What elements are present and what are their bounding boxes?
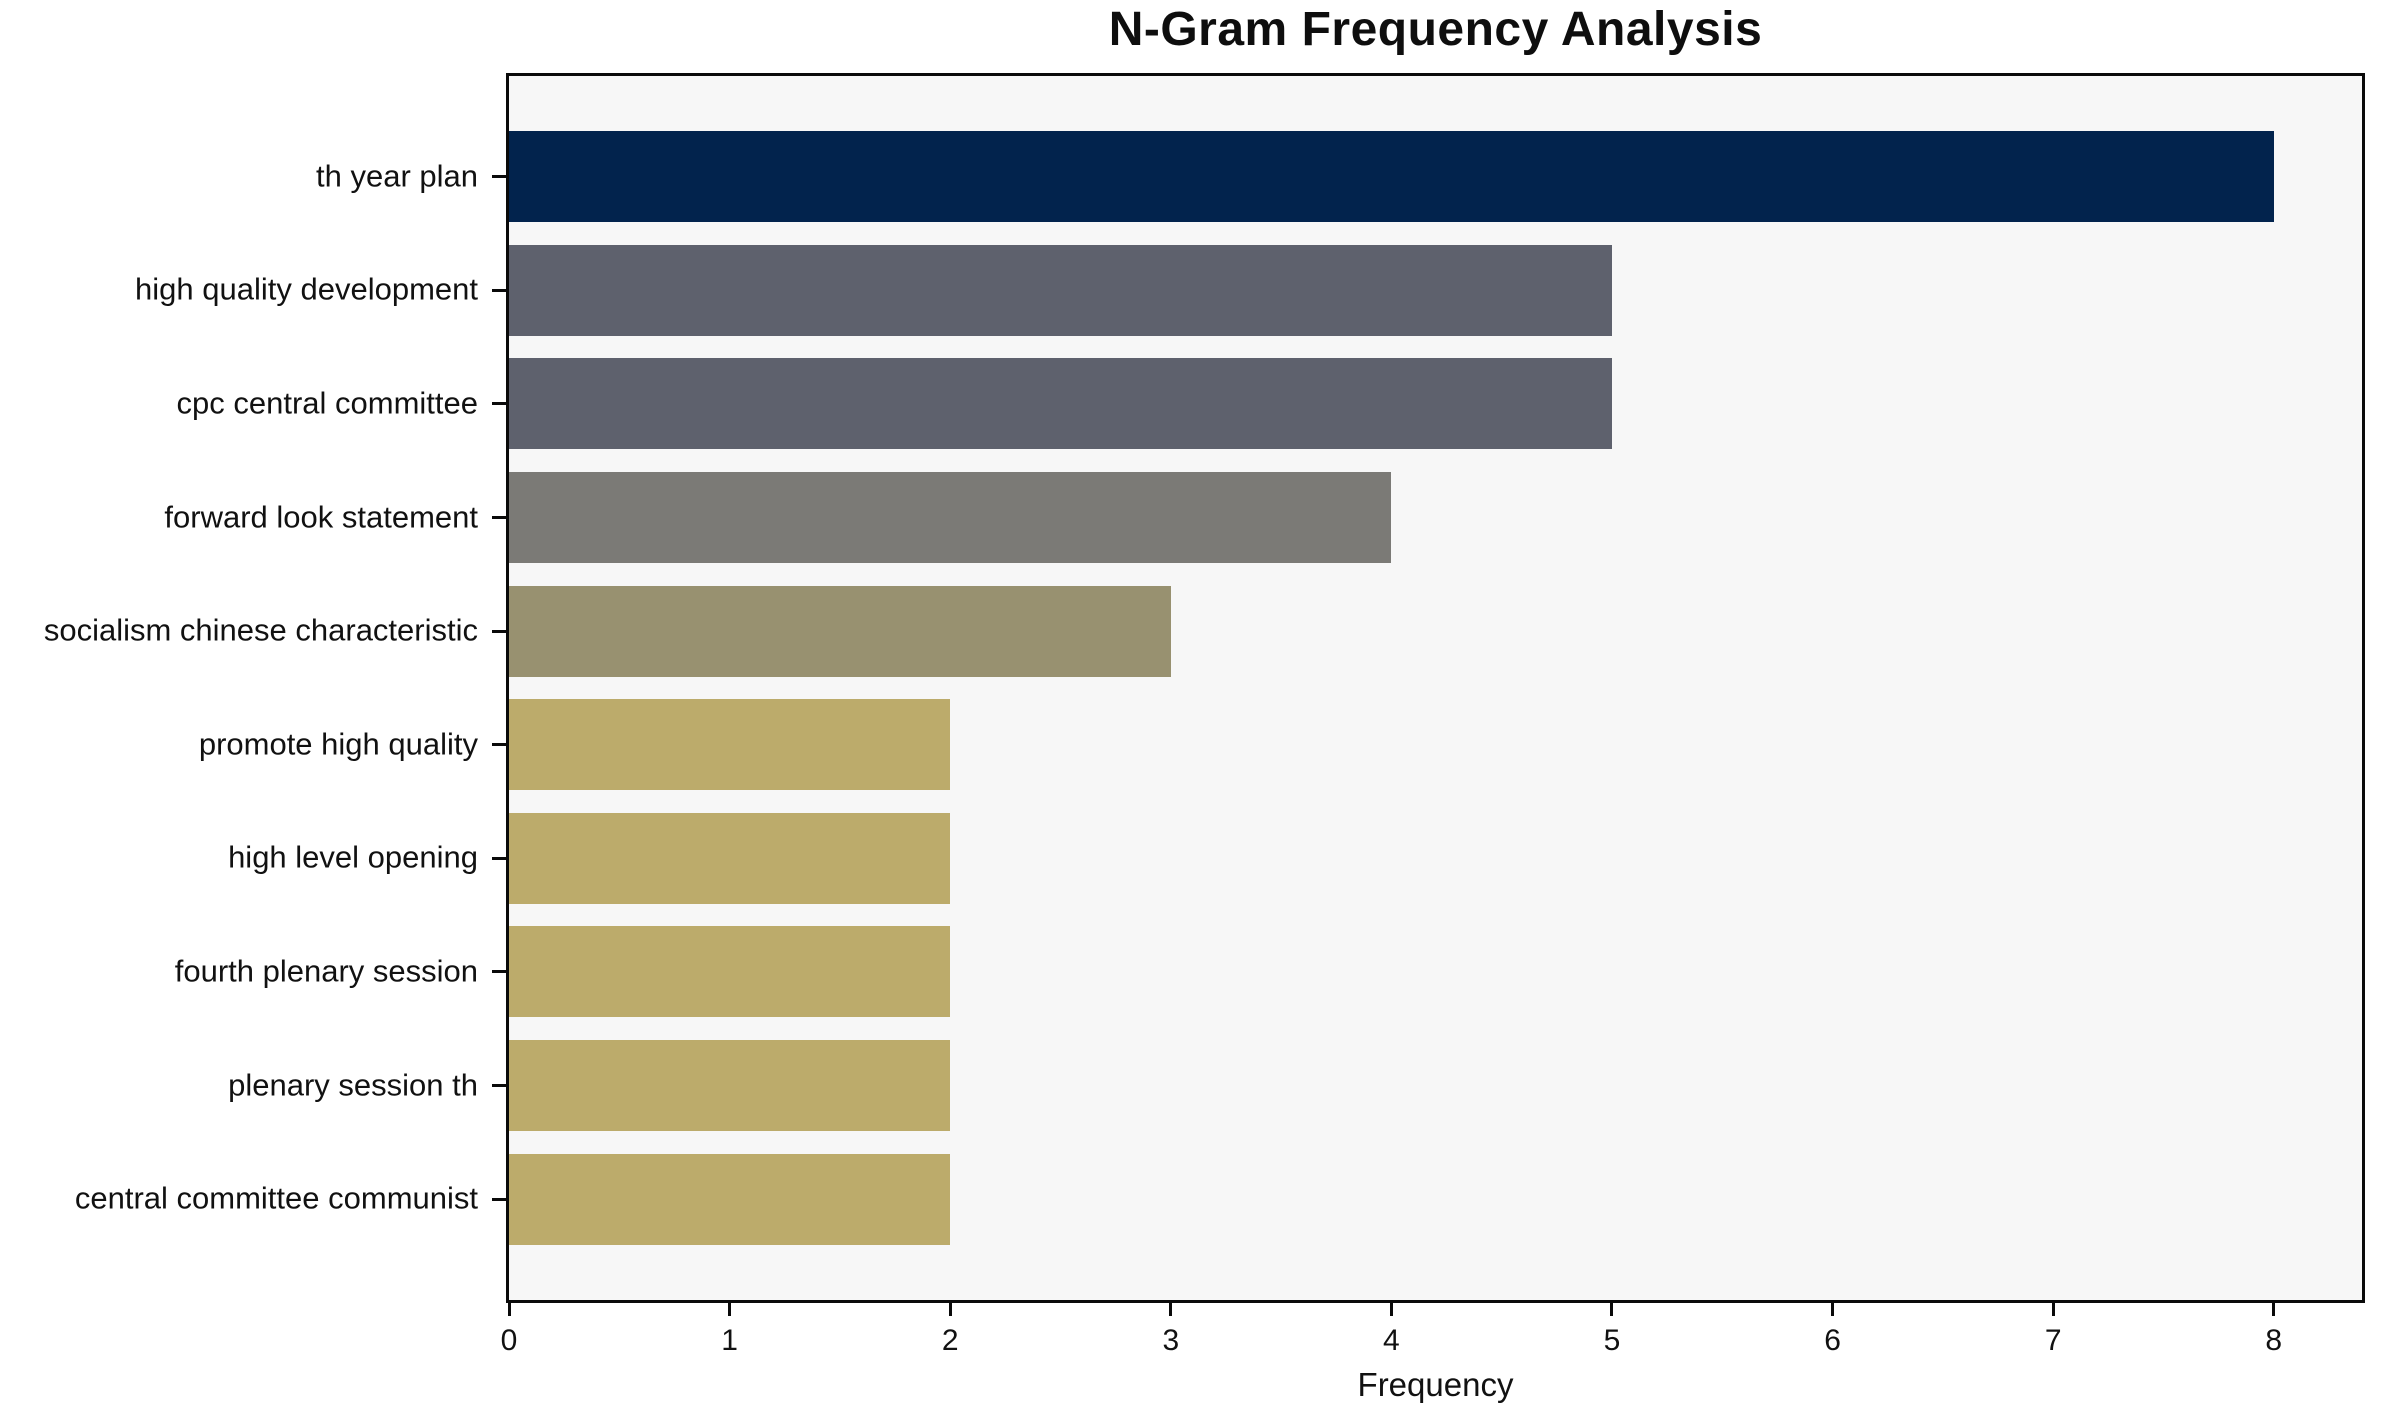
x-axis-title: Frequency (1357, 1366, 1514, 1403)
x-tick-mark (2051, 1303, 2055, 1316)
x-tick-label: 5 (1603, 1324, 1621, 1357)
category-label: high level opening (228, 839, 478, 875)
y-tick-mark (492, 1084, 506, 1088)
category-label: plenary session th (228, 1066, 478, 1102)
x-tick-mark (1389, 1303, 1393, 1316)
bar-row: socialism chinese characteristic (44, 574, 2362, 688)
x-tick-mark (2272, 1303, 2276, 1316)
bar-row: forward look statement (164, 461, 2362, 575)
x-tick-label: 6 (1824, 1324, 1841, 1357)
bars-area: th year plan high quality development cpc … (44, 76, 2362, 1300)
x-tick-label: 3 (1162, 1324, 1180, 1357)
x-tick-label: 8 (2265, 1324, 2283, 1357)
frequency-bar (509, 699, 951, 791)
y-tick-mark (492, 175, 506, 179)
bar-row: high level opening (228, 802, 2362, 916)
frequency-bar (509, 812, 951, 904)
y-tick-mark (492, 516, 506, 520)
y-tick-mark (492, 1197, 506, 1201)
x-tick-label: 0 (500, 1324, 518, 1357)
frequency-bar (509, 131, 2274, 223)
y-tick-mark (492, 629, 506, 633)
frequency-bar (509, 1153, 951, 1245)
frequency-bar (509, 472, 1392, 564)
bar-row: fourth plenary session (175, 915, 2362, 1029)
x-tick-mark (507, 1303, 511, 1316)
plot-area: th year plan high quality development cpc … (44, 73, 2365, 1403)
bar-row: th year plan (316, 120, 2362, 234)
frequency-bar (509, 244, 1612, 336)
x-tick-label: 2 (941, 1324, 959, 1357)
y-tick-mark (492, 970, 506, 974)
category-label: fourth plenary session (174, 953, 478, 989)
chart-title: N-Gram Frequency Analysis (1108, 3, 1763, 56)
frequency-bar (509, 358, 1612, 450)
category-label: high quality development (135, 271, 478, 307)
bar-row: central committee communist (75, 1142, 2362, 1256)
category-label: central committee communist (74, 1180, 478, 1216)
bar-row: cpc central committee (177, 347, 2362, 461)
y-tick-mark (492, 856, 506, 860)
x-tick-mark (728, 1303, 732, 1316)
x-axis: Frequency 0 1 2 3 4 5 6 7 8 (501, 76, 2362, 1403)
category-label: cpc central committee (176, 385, 479, 421)
x-tick-mark (948, 1303, 952, 1316)
category-label: th year plan (316, 158, 478, 194)
x-tick-mark (1169, 1303, 1173, 1316)
category-label: forward look statement (164, 498, 478, 534)
y-tick-mark (492, 743, 506, 747)
y-tick-mark (492, 402, 506, 406)
x-tick-label: 1 (721, 1324, 738, 1357)
y-tick-mark (492, 288, 506, 292)
frequency-bar (509, 926, 951, 1018)
x-tick-mark (1610, 1303, 1614, 1316)
x-tick-mark (1831, 1303, 1835, 1316)
x-tick-label: 4 (1383, 1324, 1400, 1357)
category-label: socialism chinese characteristic (43, 612, 478, 648)
bar-row: high quality development (135, 234, 2362, 348)
frequency-bar (509, 1040, 951, 1132)
bar-row: promote high quality (199, 688, 2362, 802)
bar-row: plenary session th (228, 1029, 2362, 1143)
category-label: promote high quality (198, 726, 478, 762)
frequency-bar (509, 585, 1171, 677)
x-tick-label: 7 (2044, 1324, 2062, 1357)
